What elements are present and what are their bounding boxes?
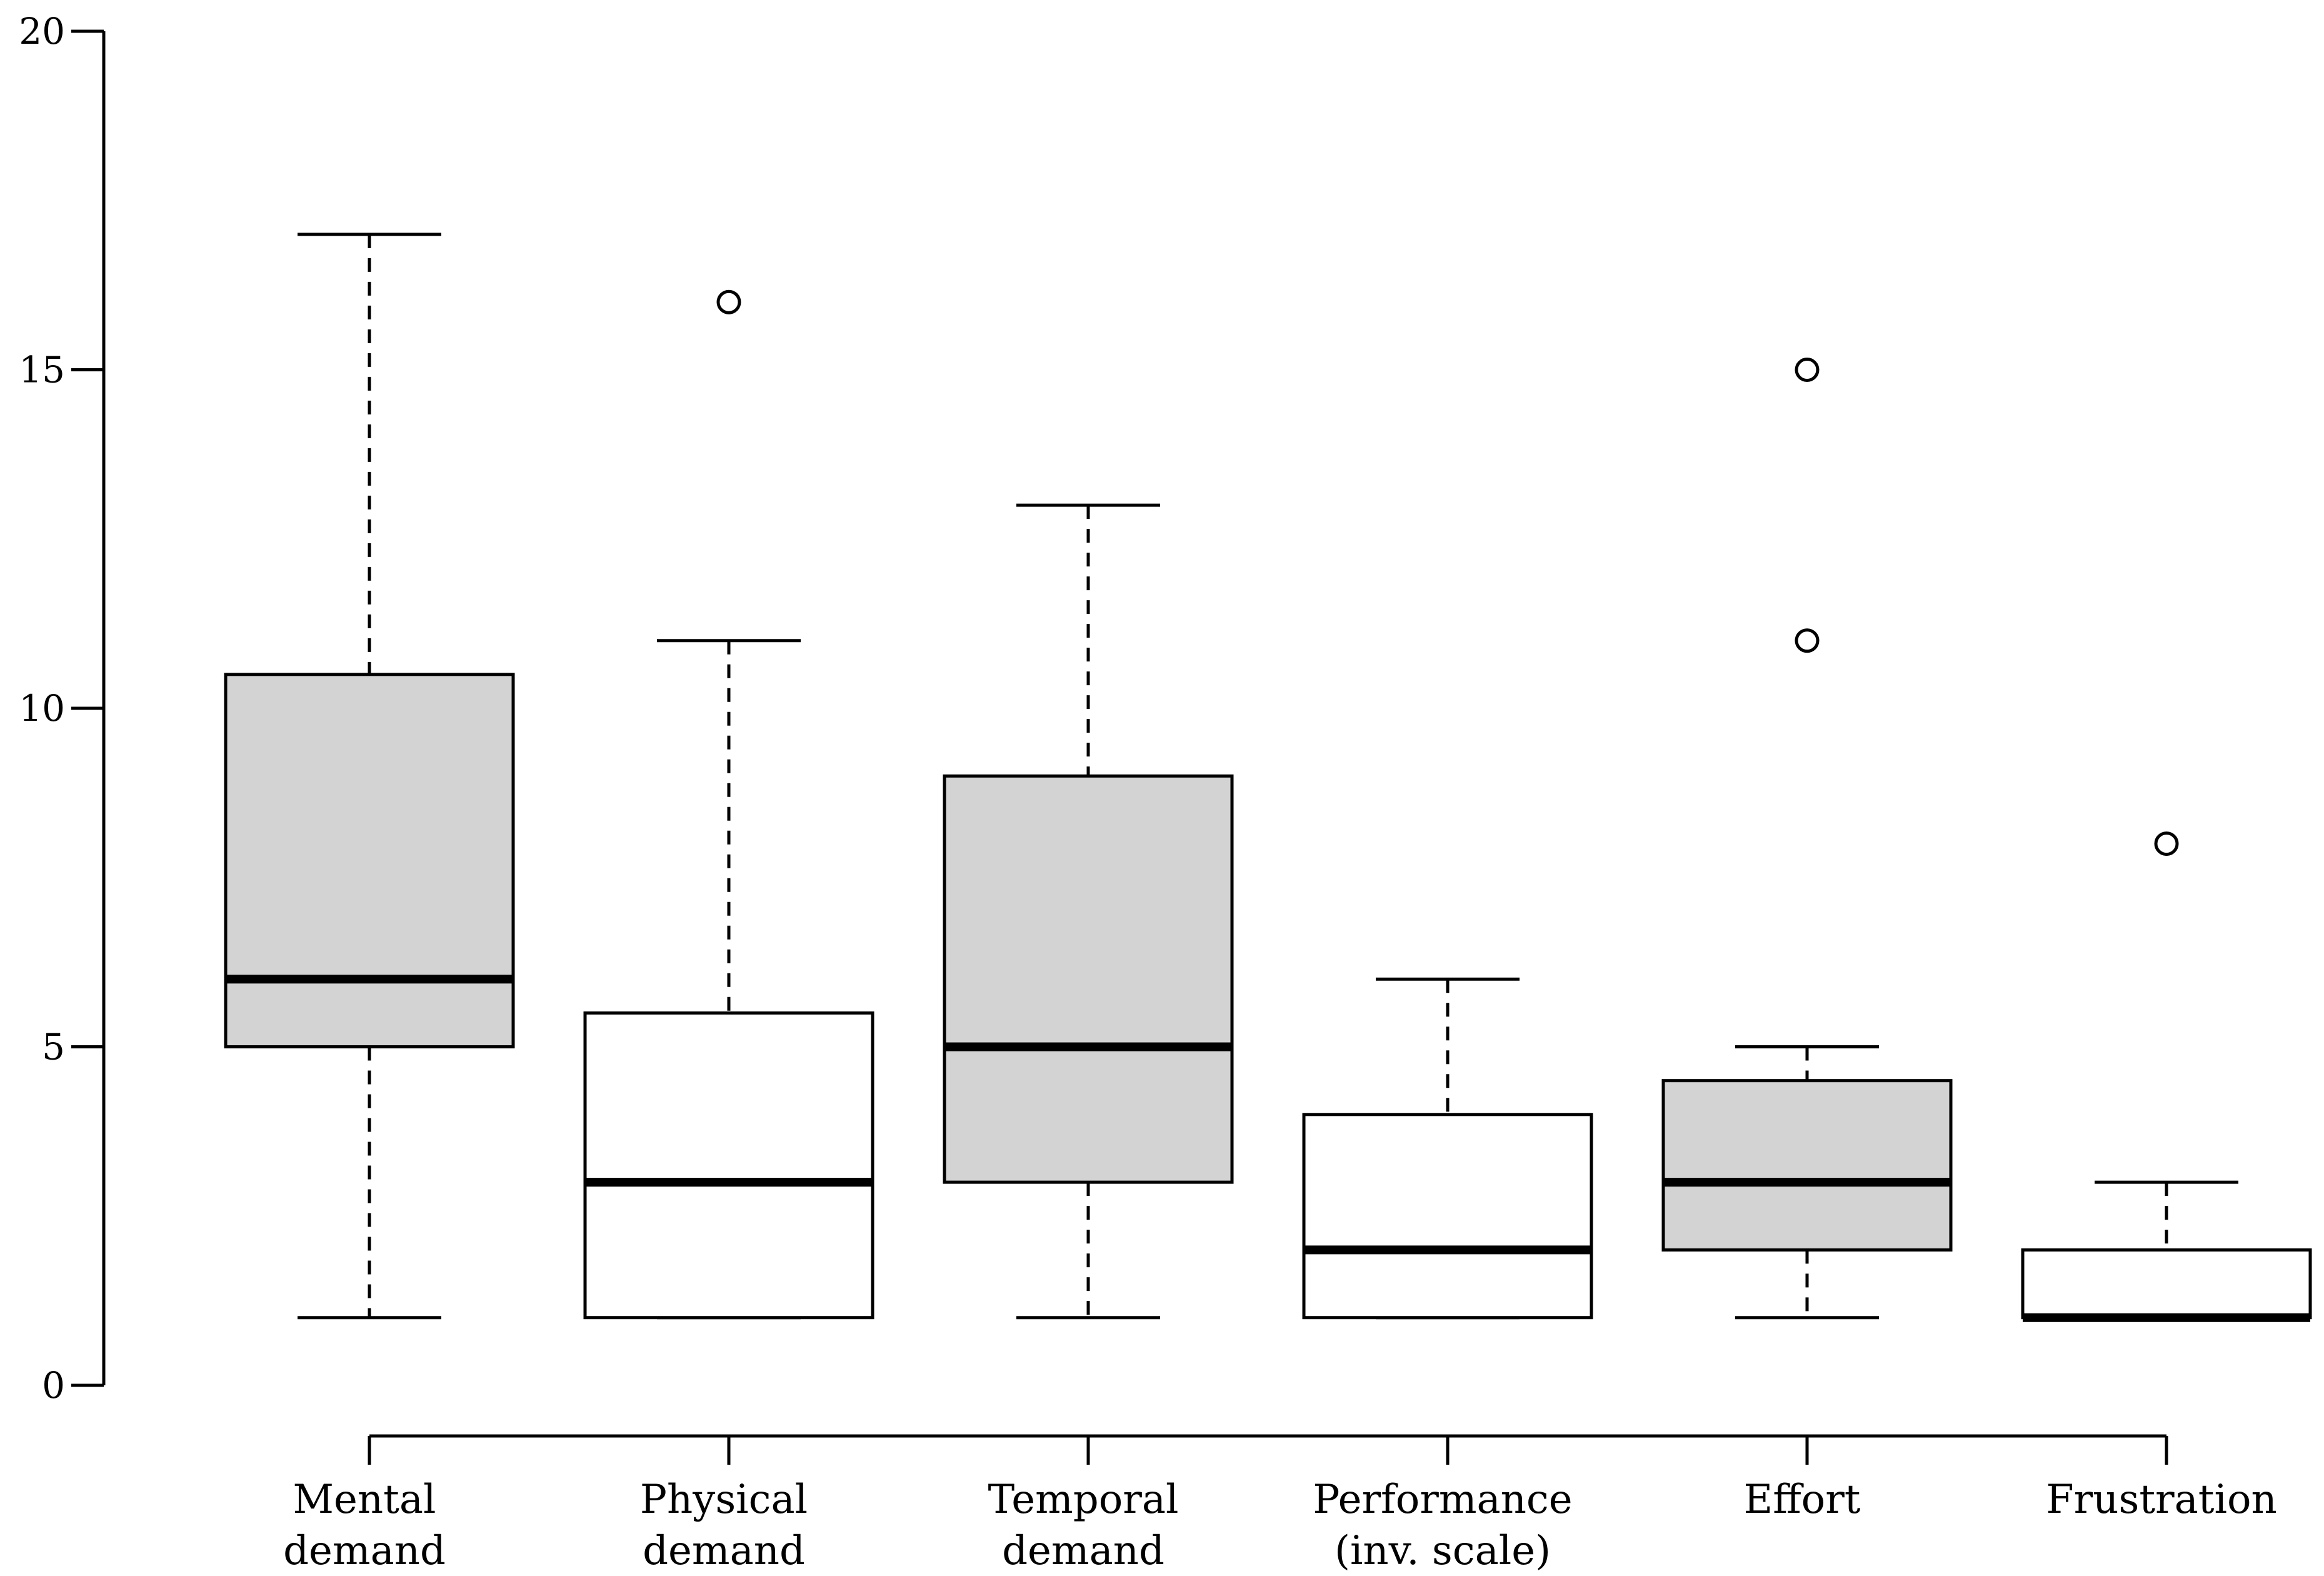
x-category-label-line: Frustration <box>2046 1477 2276 1523</box>
x-category-label-line: Mental <box>293 1477 436 1523</box>
outlier-point <box>1795 358 1820 382</box>
box-iqr <box>583 1011 874 1320</box>
x-category-label-line: demand <box>1002 1528 1165 1573</box>
x-category-label-line: (inv. scale) <box>1335 1528 1551 1573</box>
outlier-point <box>716 289 741 314</box>
y-tick-label: 15 <box>19 349 65 391</box>
x-category-label-line: demand <box>643 1528 805 1573</box>
x-category-label: Mental demand <box>283 1477 446 1573</box>
x-category-label: Temporal demand <box>988 1477 1179 1573</box>
y-tick-label: 0 <box>42 1364 65 1407</box>
x-category-label-line: Temporal <box>988 1477 1179 1523</box>
x-category-label: Performance (inv. scale) <box>1313 1477 1572 1573</box>
x-category-label-line: Performance <box>1313 1477 1572 1523</box>
y-tick-label: 5 <box>42 1026 65 1068</box>
y-tick-label: 10 <box>19 687 65 730</box>
x-category-label: Frustration <box>2046 1477 2276 1523</box>
x-category-label: Effort <box>1743 1477 1860 1523</box>
outlier-point <box>1795 628 1820 653</box>
box-iqr <box>2021 1248 2312 1320</box>
outlier-point <box>2154 831 2179 856</box>
y-tick-label: 20 <box>19 10 65 53</box>
x-category-label-line: demand <box>283 1528 446 1573</box>
box-iqr <box>943 774 1234 1184</box>
box-iqr <box>1302 1113 1593 1320</box>
box-iqr <box>1661 1079 1953 1252</box>
x-category-label-line: Effort <box>1743 1477 1860 1523</box>
box-iqr <box>224 673 515 1048</box>
x-category-label: Physical demand <box>640 1477 808 1573</box>
x-category-label-line: Physical <box>640 1477 808 1523</box>
